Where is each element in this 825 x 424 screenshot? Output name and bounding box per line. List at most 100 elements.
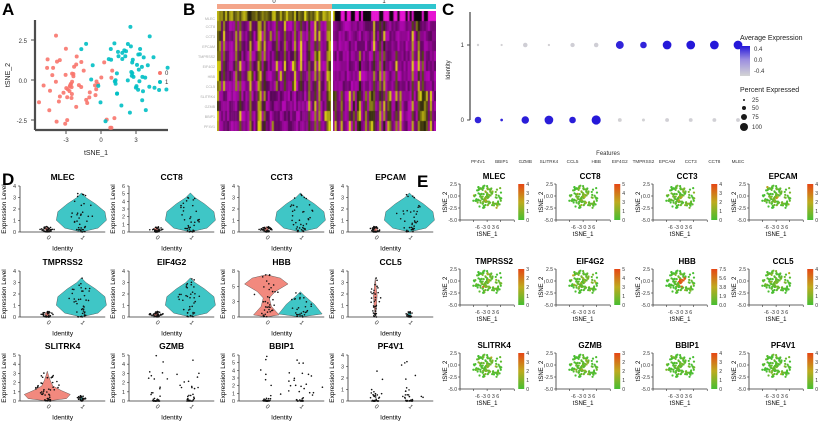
svg-text:EIF4G2: EIF4G2 — [157, 257, 187, 267]
svg-text:2: 2 — [231, 207, 234, 213]
svg-text:1: 1 — [815, 293, 818, 299]
svg-text:CCT3: CCT3 — [270, 172, 292, 182]
svg-text:1: 1 — [188, 235, 195, 242]
svg-text:4: 4 — [13, 184, 16, 190]
svg-text:Identity: Identity — [380, 246, 402, 253]
svg-text:Identity: Identity — [271, 330, 293, 337]
svg-text:1: 1 — [526, 293, 529, 299]
svg-text:0.0: 0.0 — [754, 58, 763, 64]
svg-text:HBB: HBB — [678, 257, 696, 266]
svg-text:GZMB: GZMB — [159, 341, 184, 351]
svg-text:-2.5: -2.5 — [737, 290, 746, 296]
svg-text:tSNE_2: tSNE_2 — [443, 360, 449, 381]
svg-text:0: 0 — [461, 118, 465, 124]
svg-text:Expression Level: Expression Level — [110, 353, 117, 403]
svg-text:4: 4 — [13, 363, 16, 369]
svg-text:5: 5 — [122, 192, 125, 198]
svg-text:4: 4 — [815, 182, 818, 188]
svg-text:-5.0: -5.0 — [448, 387, 457, 393]
svg-text:CCT8: CCT8 — [206, 25, 215, 29]
svg-text:1: 1 — [188, 320, 195, 327]
svg-text:TMPRSS2: TMPRSS2 — [198, 55, 215, 59]
svg-text:2.5: 2.5 — [19, 39, 28, 45]
svg-text:4: 4 — [122, 363, 125, 369]
svg-text:3: 3 — [13, 372, 16, 378]
svg-text:75: 75 — [752, 115, 759, 121]
svg-text:0: 0 — [13, 399, 16, 405]
svg-text:2.5: 2.5 — [450, 182, 457, 188]
svg-text:tSNE_2: tSNE_2 — [443, 276, 449, 297]
svg-text:1: 1 — [13, 219, 16, 225]
svg-text:0: 0 — [13, 315, 16, 321]
svg-text:-5.0: -5.0 — [641, 302, 650, 308]
svg-text:-5.0: -5.0 — [641, 218, 650, 224]
svg-text:1: 1 — [297, 404, 304, 411]
svg-text:tSNE_1: tSNE_1 — [669, 317, 690, 323]
svg-text:Expression Level: Expression Level — [329, 268, 336, 318]
svg-text:0: 0 — [122, 230, 125, 236]
svg-text:tSNE_2: tSNE_2 — [539, 360, 545, 381]
svg-text:Identity: Identity — [380, 330, 402, 337]
svg-text:0: 0 — [372, 320, 379, 327]
svg-text:5: 5 — [13, 353, 16, 359]
svg-text:4: 4 — [122, 199, 125, 205]
svg-text:Identity: Identity — [52, 330, 74, 337]
svg-text:0: 0 — [263, 320, 270, 327]
svg-text:0.0: 0.0 — [546, 278, 553, 284]
svg-text:4: 4 — [526, 351, 529, 357]
svg-text:2: 2 — [526, 284, 529, 290]
svg-text:1: 1 — [79, 404, 86, 411]
svg-text:2.5: 2.5 — [643, 182, 650, 188]
svg-text:tSNE_2: tSNE_2 — [443, 191, 449, 212]
svg-text:3: 3 — [623, 284, 626, 290]
svg-text:PF4V1: PF4V1 — [377, 341, 403, 351]
svg-text:2: 2 — [13, 292, 16, 298]
svg-text:TMPRSS2: TMPRSS2 — [633, 159, 655, 164]
svg-text:1: 1 — [79, 320, 86, 327]
svg-text:tSNE_2: tSNE_2 — [539, 276, 545, 297]
svg-text:2.5: 2.5 — [450, 351, 457, 357]
svg-text:tSNE_2: tSNE_2 — [5, 63, 12, 87]
svg-text:3: 3 — [526, 360, 529, 366]
svg-text:3: 3 — [134, 138, 138, 144]
svg-text:-5.0: -5.0 — [641, 387, 650, 393]
svg-text:5: 5 — [231, 361, 234, 367]
svg-text:2: 2 — [719, 369, 722, 375]
svg-text:1: 1 — [188, 404, 195, 411]
svg-text:-6 -3 0 3 6: -6 -3 0 3 6 — [668, 394, 692, 400]
svg-text:Identity: Identity — [52, 415, 74, 422]
svg-text:2: 2 — [526, 275, 529, 281]
svg-text:2: 2 — [623, 360, 626, 366]
svg-text:2: 2 — [341, 207, 344, 213]
svg-text:tSNE_2: tSNE_2 — [732, 276, 738, 297]
svg-text:EIF4G2: EIF4G2 — [577, 257, 605, 266]
svg-text:0: 0 — [341, 399, 344, 405]
svg-text:100: 100 — [752, 125, 763, 131]
svg-text:CCL5: CCL5 — [772, 257, 793, 266]
svg-text:tSNE_1: tSNE_1 — [573, 401, 594, 407]
svg-text:0.0: 0.0 — [450, 278, 457, 284]
svg-text:Average Expression: Average Expression — [740, 35, 803, 42]
svg-text:HBB: HBB — [208, 75, 216, 79]
svg-text:4: 4 — [623, 275, 626, 281]
svg-text:Expression Level: Expression Level — [1, 353, 8, 403]
svg-text:0: 0 — [45, 320, 52, 327]
svg-text:2: 2 — [526, 200, 529, 206]
svg-text:8: 8 — [231, 269, 234, 275]
svg-text:1: 1 — [79, 235, 86, 242]
svg-text:-3: -3 — [63, 138, 69, 144]
svg-text:CCL5: CCL5 — [567, 159, 579, 164]
svg-text:1: 1 — [623, 209, 626, 215]
svg-text:Identity: Identity — [161, 246, 183, 253]
svg-text:1: 1 — [407, 235, 414, 242]
svg-text:0.0: 0.0 — [450, 194, 457, 200]
svg-text:Expression Level: Expression Level — [220, 184, 227, 234]
svg-text:1: 1 — [122, 303, 125, 309]
svg-text:3: 3 — [815, 360, 818, 366]
svg-text:0: 0 — [122, 399, 125, 405]
svg-text:GZMB: GZMB — [579, 341, 603, 350]
svg-text:0: 0 — [45, 404, 52, 411]
svg-text:-6 -3 0 3 6: -6 -3 0 3 6 — [764, 225, 788, 231]
svg-text:0: 0 — [341, 315, 344, 321]
svg-text:-5.0: -5.0 — [545, 302, 554, 308]
